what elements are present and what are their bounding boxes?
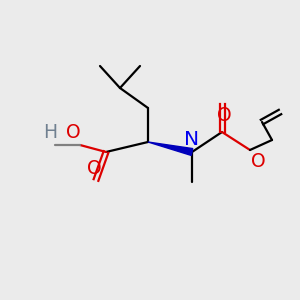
Polygon shape (148, 142, 193, 155)
Text: O: O (66, 123, 81, 142)
Text: O: O (251, 152, 266, 171)
Text: H: H (43, 123, 57, 142)
Text: N: N (184, 130, 200, 149)
Text: O: O (217, 106, 231, 125)
Text: O: O (87, 159, 101, 178)
